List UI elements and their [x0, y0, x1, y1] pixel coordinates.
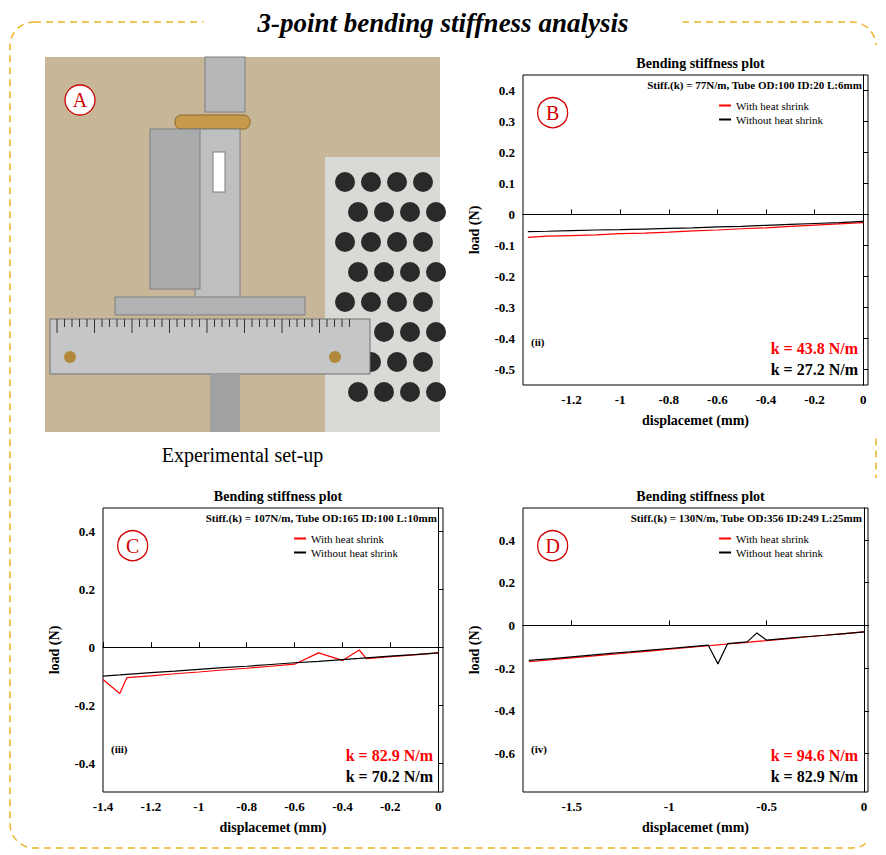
- svg-text:B: B: [546, 102, 559, 124]
- svg-text:With heat shrink: With heat shrink: [736, 533, 809, 545]
- svg-text:-1.2: -1.2: [141, 799, 162, 814]
- svg-text:With heat shrink: With heat shrink: [736, 100, 809, 112]
- svg-text:Stiff.(k) = 130N/m, Tube OD:35: Stiff.(k) = 130N/m, Tube OD:356 ID:249 L…: [631, 512, 862, 525]
- svg-text:k = 82.9 N/m: k = 82.9 N/m: [771, 768, 859, 785]
- svg-text:Experimental set-up: Experimental set-up: [162, 444, 324, 467]
- svg-text:-1: -1: [664, 799, 675, 814]
- svg-text:0.1: 0.1: [499, 176, 515, 191]
- svg-text:0.4: 0.4: [499, 533, 516, 548]
- svg-text:0.2: 0.2: [79, 582, 95, 597]
- svg-text:k = 94.6 N/m: k = 94.6 N/m: [771, 747, 859, 764]
- svg-text:k = 27.2 N/m: k = 27.2 N/m: [771, 361, 859, 378]
- svg-text:displacemet (mm): displacemet (mm): [642, 820, 749, 836]
- svg-text:-0.1: -0.1: [494, 238, 515, 253]
- svg-text:C: C: [126, 535, 139, 557]
- svg-text:-0.4: -0.4: [494, 703, 515, 718]
- svg-text:displacemet (mm): displacemet (mm): [220, 820, 327, 836]
- svg-text:-1.2: -1.2: [561, 392, 582, 407]
- svg-text:load (N): load (N): [47, 625, 63, 674]
- svg-text:Without heat shrink: Without heat shrink: [311, 547, 398, 559]
- svg-text:A: A: [73, 89, 88, 111]
- svg-text:0.2: 0.2: [499, 575, 515, 590]
- svg-text:(iv): (iv): [531, 743, 547, 756]
- svg-text:-0.6: -0.6: [494, 746, 515, 761]
- svg-text:0: 0: [509, 207, 516, 222]
- svg-text:-0.3: -0.3: [494, 300, 515, 315]
- svg-text:0: 0: [435, 799, 442, 814]
- svg-text:load (N): load (N): [467, 205, 483, 254]
- svg-text:-0.8: -0.8: [658, 392, 679, 407]
- svg-text:-1.4: -1.4: [93, 799, 114, 814]
- svg-text:displacemet (mm): displacemet (mm): [642, 413, 749, 429]
- svg-text:(ii): (ii): [531, 336, 545, 349]
- svg-text:-0.2: -0.2: [804, 392, 825, 407]
- svg-text:0.2: 0.2: [499, 145, 515, 160]
- svg-text:-0.2: -0.2: [494, 269, 515, 284]
- svg-text:0: 0: [89, 640, 96, 655]
- svg-text:-1: -1: [193, 799, 204, 814]
- svg-text:Bending stiffness plot: Bending stiffness plot: [636, 56, 765, 71]
- svg-text:0.4: 0.4: [499, 83, 516, 98]
- svg-text:-0.5: -0.5: [756, 799, 777, 814]
- svg-text:0.3: 0.3: [499, 114, 516, 129]
- svg-text:-0.8: -0.8: [236, 799, 257, 814]
- svg-text:-0.4: -0.4: [332, 799, 353, 814]
- svg-text:0: 0: [509, 618, 516, 633]
- svg-text:load (N): load (N): [467, 625, 483, 674]
- svg-text:-0.2: -0.2: [494, 661, 515, 676]
- svg-text:k = 82.9 N/m: k = 82.9 N/m: [346, 747, 434, 764]
- svg-text:-0.2: -0.2: [74, 698, 95, 713]
- svg-text:-0.6: -0.6: [707, 392, 728, 407]
- svg-text:-0.6: -0.6: [284, 799, 305, 814]
- svg-text:-1: -1: [615, 392, 626, 407]
- svg-text:0.4: 0.4: [79, 524, 96, 539]
- svg-text:-1.5: -1.5: [561, 799, 582, 814]
- svg-text:(iii): (iii): [111, 743, 128, 756]
- svg-text:Without heat shrink: Without heat shrink: [736, 114, 823, 126]
- svg-text:3-point bending stiffness anal: 3-point bending stiffness analysis: [257, 8, 629, 38]
- svg-text:Bending stiffness plot: Bending stiffness plot: [214, 489, 343, 504]
- svg-text:0: 0: [860, 392, 867, 407]
- svg-text:-0.4: -0.4: [494, 331, 515, 346]
- svg-text:k = 70.2 N/m: k = 70.2 N/m: [346, 768, 434, 785]
- svg-text:0: 0: [861, 799, 868, 814]
- svg-text:-0.2: -0.2: [380, 799, 401, 814]
- svg-text:Stiff.(k) = 77N/m, Tube OD:100: Stiff.(k) = 77N/m, Tube OD:100 ID:20 L:6…: [647, 79, 862, 92]
- svg-text:-0.4: -0.4: [756, 392, 777, 407]
- svg-text:k = 43.8 N/m: k = 43.8 N/m: [771, 340, 859, 357]
- svg-text:-0.5: -0.5: [494, 362, 515, 377]
- svg-text:D: D: [545, 535, 559, 557]
- svg-text:Without heat shrink: Without heat shrink: [736, 547, 823, 559]
- svg-text:Bending stiffness plot: Bending stiffness plot: [636, 489, 765, 504]
- svg-text:-0.4: -0.4: [74, 756, 95, 771]
- svg-text:With heat shrink: With heat shrink: [311, 533, 384, 545]
- svg-text:Stiff.(k) = 107N/m, Tube OD:16: Stiff.(k) = 107N/m, Tube OD:165 ID:100 L…: [206, 512, 437, 525]
